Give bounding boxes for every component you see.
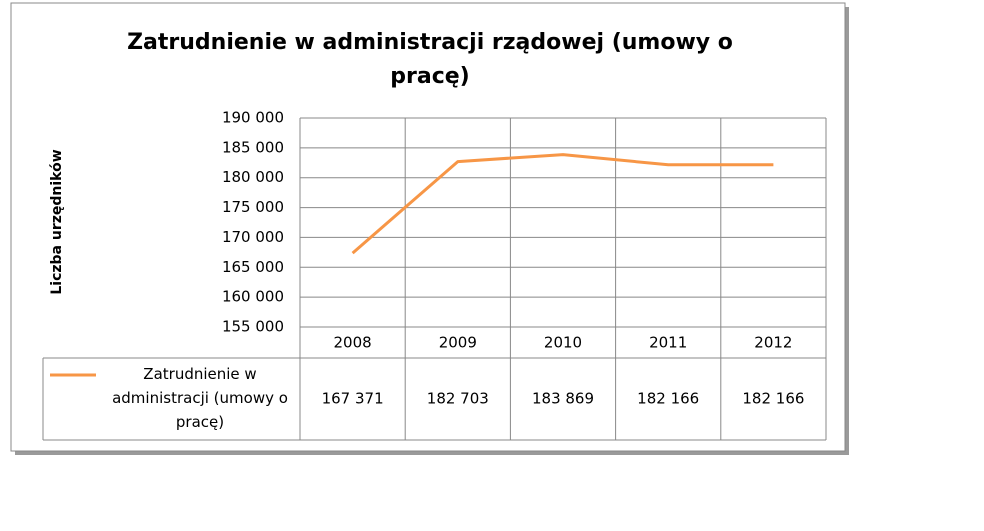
y-tick-label: 180 000	[222, 168, 284, 186]
line-series	[351, 153, 774, 255]
y-tick-label: 155 000	[222, 318, 284, 336]
x-tick-label: 2012	[754, 334, 792, 352]
frame	[10, 2, 846, 452]
x-tick-label: 2010	[544, 334, 582, 352]
x-tick-label: 2008	[334, 334, 372, 352]
x-tick-label: 2011	[649, 334, 687, 352]
legend-entry: Zatrudnienie w administracji (umowy o pr…	[112, 365, 288, 431]
table-value: 182 703	[427, 390, 489, 408]
y-tick-label: 190 000	[222, 109, 284, 127]
table-value: 183 869	[532, 390, 594, 408]
y-tick-label: 160 000	[222, 288, 284, 306]
x-tick-label: 2009	[439, 334, 477, 352]
y-tick-label: 170 000	[222, 228, 284, 246]
y-tick-label: 175 000	[222, 198, 284, 216]
chart-title: Zatrudnienie w administracji rządowej (u…	[127, 30, 733, 89]
y-axis-label: Liczba urzędników	[49, 149, 65, 294]
table-value: 182 166	[637, 390, 699, 408]
y-tick-label: 165 000	[222, 258, 284, 276]
table-value: 167 371	[322, 390, 384, 408]
y-tick-label: 185 000	[222, 138, 284, 156]
table-value: 182 166	[742, 390, 804, 408]
